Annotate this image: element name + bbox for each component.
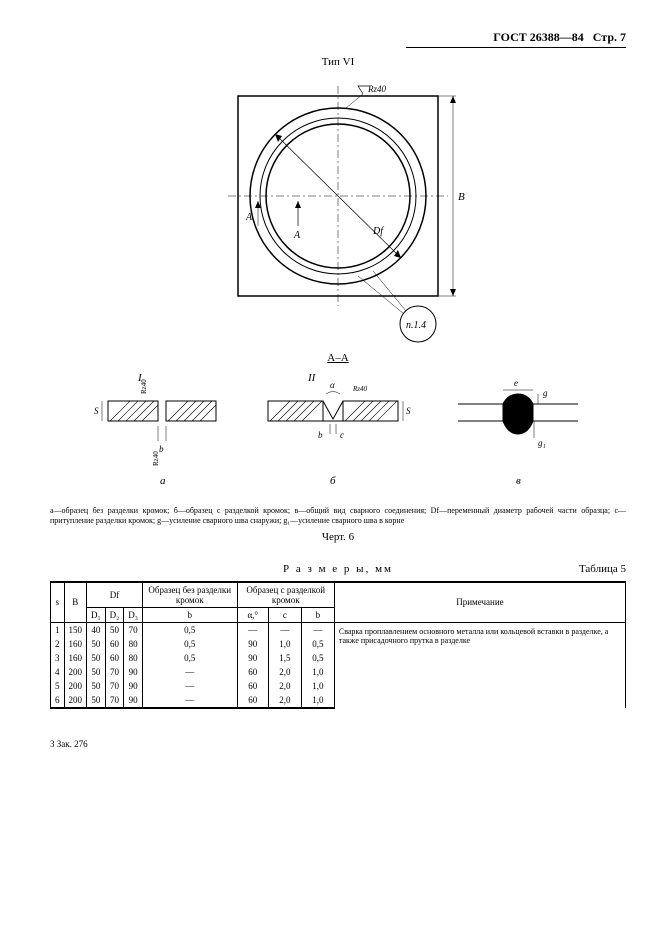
col-D2: D₂ — [105, 607, 124, 622]
svg-text:Rz40: Rz40 — [140, 379, 148, 394]
figure-caption: а—образец без разделки кромок; б—образец… — [50, 506, 626, 527]
col-b2: b — [301, 607, 334, 622]
footer-note: 3 Зак. 276 — [50, 739, 626, 749]
col-D1: D₁ — [87, 607, 106, 622]
dimensions-table: s В Df Образец без разделки кромок Образ… — [50, 581, 626, 709]
svg-text:а: а — [160, 475, 166, 487]
page-header: ГОСТ 26388—84 Стр. 7 — [406, 30, 626, 48]
col-nogroove: Образец без разделки кромок — [142, 582, 237, 608]
figure-number: Черт. 6 — [50, 531, 626, 543]
svg-text:Rz40: Rz40 — [152, 451, 160, 466]
main-diagram: Df Rz40 А А В п.1.4 — [198, 76, 478, 346]
svg-text:II: II — [307, 372, 317, 384]
svg-text:Df: Df — [372, 226, 384, 237]
table-row: 1 150 40 50 70 0,5 — — — Сварка проплавл… — [51, 622, 626, 637]
section-diagrams: I S b Rz40 Rz40 а II — [88, 366, 588, 496]
section-label: А–А — [50, 352, 626, 364]
page-number: Стр. 7 — [593, 30, 626, 44]
col-c: c — [268, 607, 301, 622]
col-groove: Образец с разделкой кромок — [237, 582, 334, 608]
table-note: Сварка проплавлением основного металла и… — [334, 622, 625, 708]
col-s: s — [51, 582, 65, 623]
svg-text:S: S — [94, 406, 99, 416]
svg-text:b: b — [318, 430, 323, 440]
standard-number: ГОСТ 26388—84 — [493, 30, 584, 44]
figure-type-label: Тип VI — [50, 56, 626, 68]
svg-text:В: В — [458, 191, 465, 203]
svg-text:α: α — [330, 380, 335, 390]
col-B: В — [64, 582, 87, 623]
svg-text:Rz40: Rz40 — [352, 385, 368, 393]
svg-text:в: в — [516, 475, 521, 487]
svg-text:Rz40: Rz40 — [367, 84, 387, 94]
svg-text:g₁: g₁ — [538, 438, 546, 448]
svg-text:c: c — [340, 430, 344, 440]
svg-text:S: S — [406, 406, 411, 416]
col-Df: Df — [87, 582, 143, 608]
table-units: Р а з м е р ы, мм — [50, 563, 626, 575]
col-D3: D₃ — [124, 607, 143, 622]
svg-text:А: А — [293, 230, 301, 241]
svg-text:А: А — [245, 212, 253, 223]
col-alpha: α,° — [237, 607, 268, 622]
table-label: Таблица 5 — [579, 563, 626, 575]
svg-text:e: e — [514, 378, 518, 388]
col-note: Примечание — [334, 582, 625, 623]
col-b: b — [142, 607, 237, 622]
svg-text:g: g — [543, 388, 548, 398]
svg-text:б: б — [330, 475, 336, 487]
svg-text:п.1.4: п.1.4 — [406, 320, 426, 331]
